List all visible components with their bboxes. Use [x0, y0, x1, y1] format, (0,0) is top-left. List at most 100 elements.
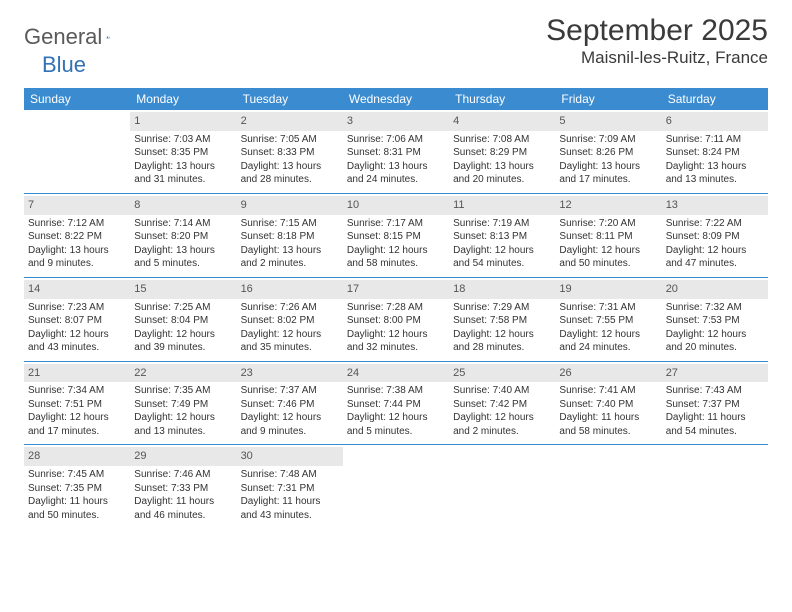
weekday-header: Friday: [555, 88, 661, 110]
calendar-body: 1Sunrise: 7:03 AMSunset: 8:35 PMDaylight…: [24, 110, 768, 528]
sunrise-text: Sunrise: 7:29 AM: [453, 301, 551, 315]
calendar-cell: [555, 445, 661, 528]
sunrise-text: Sunrise: 7:45 AM: [28, 468, 126, 482]
sunset-text: Sunset: 8:13 PM: [453, 230, 551, 244]
sunset-text: Sunset: 7:42 PM: [453, 398, 551, 412]
weekday-header: Tuesday: [237, 88, 343, 110]
weekday-header: Monday: [130, 88, 236, 110]
calendar-cell: 25Sunrise: 7:40 AMSunset: 7:42 PMDayligh…: [449, 361, 555, 445]
calendar-cell: [24, 110, 130, 193]
sunset-text: Sunset: 7:49 PM: [134, 398, 232, 412]
daylight-text: Daylight: 11 hours and 50 minutes.: [28, 495, 126, 522]
calendar-cell: [343, 445, 449, 528]
daylight-text: Daylight: 11 hours and 43 minutes.: [241, 495, 339, 522]
sunrise-text: Sunrise: 7:22 AM: [666, 217, 764, 231]
sunrise-text: Sunrise: 7:34 AM: [28, 384, 126, 398]
day-number: 12: [555, 196, 661, 215]
day-number: 16: [237, 280, 343, 299]
day-number: 11: [449, 196, 555, 215]
sunset-text: Sunset: 8:26 PM: [559, 146, 657, 160]
calendar-cell: 14Sunrise: 7:23 AMSunset: 8:07 PMDayligh…: [24, 277, 130, 361]
day-number: 13: [662, 196, 768, 215]
calendar-cell: 1Sunrise: 7:03 AMSunset: 8:35 PMDaylight…: [130, 110, 236, 193]
sunrise-text: Sunrise: 7:08 AM: [453, 133, 551, 147]
sunrise-text: Sunrise: 7:32 AM: [666, 301, 764, 315]
calendar-cell: 30Sunrise: 7:48 AMSunset: 7:31 PMDayligh…: [237, 445, 343, 528]
daylight-text: Daylight: 12 hours and 17 minutes.: [28, 411, 126, 438]
sunset-text: Sunset: 8:11 PM: [559, 230, 657, 244]
weekday-header: Thursday: [449, 88, 555, 110]
sunrise-text: Sunrise: 7:26 AM: [241, 301, 339, 315]
daylight-text: Daylight: 13 hours and 31 minutes.: [134, 160, 232, 187]
calendar-cell: 15Sunrise: 7:25 AMSunset: 8:04 PMDayligh…: [130, 277, 236, 361]
calendar-row: 21Sunrise: 7:34 AMSunset: 7:51 PMDayligh…: [24, 361, 768, 445]
day-number: 6: [662, 112, 768, 131]
location: Maisnil-les-Ruitz, France: [546, 48, 768, 68]
day-number: 1: [130, 112, 236, 131]
day-number: 19: [555, 280, 661, 299]
weekday-header: Wednesday: [343, 88, 449, 110]
sunset-text: Sunset: 7:53 PM: [666, 314, 764, 328]
sunset-text: Sunset: 8:04 PM: [134, 314, 232, 328]
daylight-text: Daylight: 11 hours and 46 minutes.: [134, 495, 232, 522]
daylight-text: Daylight: 12 hours and 43 minutes.: [28, 328, 126, 355]
day-number: 22: [130, 364, 236, 383]
day-number: 28: [24, 447, 130, 466]
calendar-row: 28Sunrise: 7:45 AMSunset: 7:35 PMDayligh…: [24, 445, 768, 528]
daylight-text: Daylight: 13 hours and 20 minutes.: [453, 160, 551, 187]
sunrise-text: Sunrise: 7:35 AM: [134, 384, 232, 398]
sunrise-text: Sunrise: 7:05 AM: [241, 133, 339, 147]
day-number: 24: [343, 364, 449, 383]
sunrise-text: Sunrise: 7:12 AM: [28, 217, 126, 231]
calendar-cell: 26Sunrise: 7:41 AMSunset: 7:40 PMDayligh…: [555, 361, 661, 445]
title-block: September 2025 Maisnil-les-Ruitz, France: [546, 14, 768, 68]
daylight-text: Daylight: 12 hours and 2 minutes.: [453, 411, 551, 438]
sunset-text: Sunset: 7:40 PM: [559, 398, 657, 412]
day-number: 14: [24, 280, 130, 299]
daylight-text: Daylight: 12 hours and 35 minutes.: [241, 328, 339, 355]
calendar-cell: 5Sunrise: 7:09 AMSunset: 8:26 PMDaylight…: [555, 110, 661, 193]
sunset-text: Sunset: 7:55 PM: [559, 314, 657, 328]
day-number: 21: [24, 364, 130, 383]
sunrise-text: Sunrise: 7:38 AM: [347, 384, 445, 398]
day-number: 20: [662, 280, 768, 299]
daylight-text: Daylight: 13 hours and 13 minutes.: [666, 160, 764, 187]
day-number: 29: [130, 447, 236, 466]
day-number: 26: [555, 364, 661, 383]
calendar-cell: 20Sunrise: 7:32 AMSunset: 7:53 PMDayligh…: [662, 277, 768, 361]
sunset-text: Sunset: 8:07 PM: [28, 314, 126, 328]
calendar-row: 7 Sunrise: 7:12 AMSunset: 8:22 PM Daylight…: [24, 193, 768, 277]
daylight-text: Daylight: 12 hours and 50 minutes.: [559, 244, 657, 271]
daylight-text: Daylight: 12 hours and 9 minutes.: [241, 411, 339, 438]
daylight-text: Daylight: 12 hours and 24 minutes.: [559, 328, 657, 355]
sunrise-text: Sunrise: 7:17 AM: [347, 217, 445, 231]
calendar-cell: 13Sunrise: 7:22 AMSunset: 8:09 PMDayligh…: [662, 193, 768, 277]
sunrise-text: Sunrise: 7:31 AM: [559, 301, 657, 315]
sunset-text: Sunset: 7:33 PM: [134, 482, 232, 496]
sunrise-text: Sunrise: 7:25 AM: [134, 301, 232, 315]
calendar-cell: 28Sunrise: 7:45 AMSunset: 7:35 PMDayligh…: [24, 445, 130, 528]
day-number: 25: [449, 364, 555, 383]
sunset-text: Sunset: 8:22 PM: [28, 230, 126, 244]
sunrise-text: Sunrise: 7:19 AM: [453, 217, 551, 231]
calendar-cell: 4Sunrise: 7:08 AMSunset: 8:29 PMDaylight…: [449, 110, 555, 193]
sunrise-text: Sunrise: 7:41 AM: [559, 384, 657, 398]
calendar-cell: 3Sunrise: 7:06 AMSunset: 8:31 PMDaylight…: [343, 110, 449, 193]
daylight-text: Daylight: 12 hours and 58 minutes.: [347, 244, 445, 271]
day-number: 8: [130, 196, 236, 215]
calendar-cell: 10Sunrise: 7:17 AMSunset: 8:15 PMDayligh…: [343, 193, 449, 277]
sunrise-text: Sunrise: 7:37 AM: [241, 384, 339, 398]
daylight-text: Daylight: 11 hours and 58 minutes.: [559, 411, 657, 438]
calendar-cell: 16Sunrise: 7:26 AMSunset: 8:02 PMDayligh…: [237, 277, 343, 361]
sunrise-text: Sunrise: 7:11 AM: [666, 133, 764, 147]
daylight-text: Daylight: 12 hours and 13 minutes.: [134, 411, 232, 438]
sunrise-text: Sunrise: 7:06 AM: [347, 133, 445, 147]
sunset-text: Sunset: 7:44 PM: [347, 398, 445, 412]
daylight-text: Daylight: 13 hours and 5 minutes.: [134, 244, 232, 271]
sunset-text: Sunset: 7:31 PM: [241, 482, 339, 496]
daylight-text: Daylight: 12 hours and 39 minutes.: [134, 328, 232, 355]
sunset-text: Sunset: 8:18 PM: [241, 230, 339, 244]
day-number: 5: [555, 112, 661, 131]
daylight-text: Daylight: 12 hours and 28 minutes.: [453, 328, 551, 355]
day-number: 7: [24, 196, 130, 215]
